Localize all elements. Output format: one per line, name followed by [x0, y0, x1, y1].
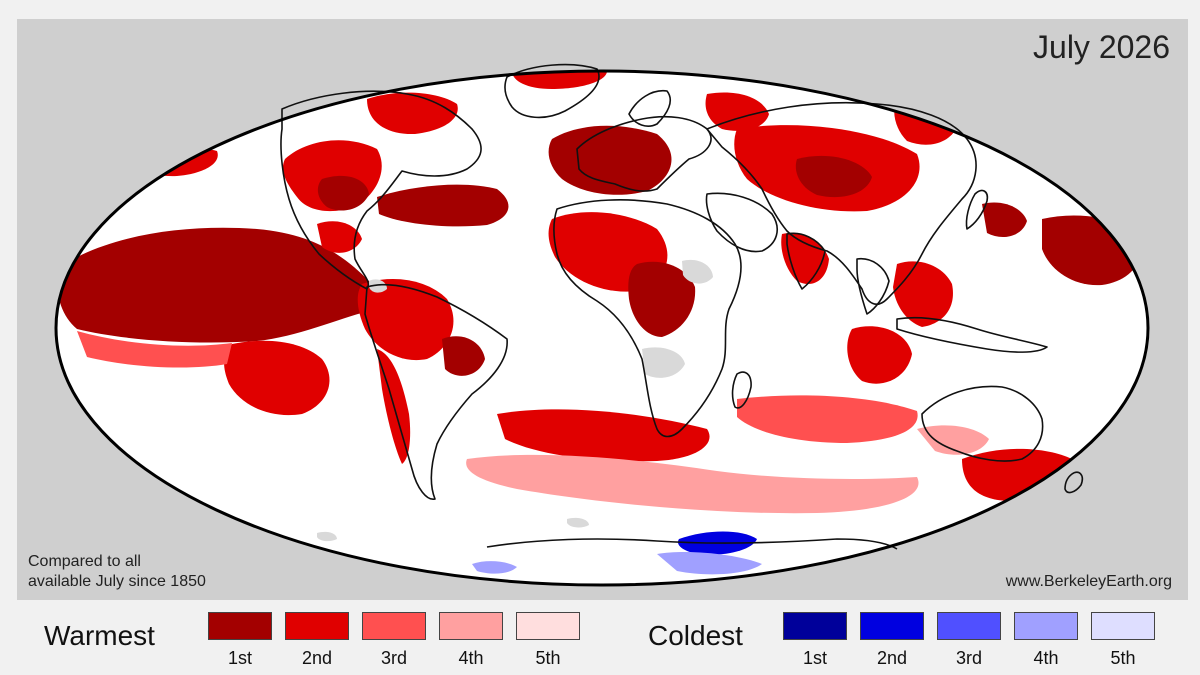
comparison-note-line-2: available July since 1850 [28, 573, 206, 590]
region-greenland [512, 71, 607, 89]
region-south-america [357, 279, 454, 361]
region-no-data-colombia [369, 279, 387, 293]
coast-scandinavia [628, 89, 672, 127]
region-north-atlantic [377, 184, 509, 227]
region-caribbean [317, 221, 362, 253]
coast-japan [965, 189, 989, 230]
legend-warm-swatch-5 [516, 612, 580, 640]
legend-cold-label-4: 4th [1033, 648, 1059, 668]
region-usa [317, 175, 369, 211]
legend-warm-swatch-3 [362, 612, 426, 640]
globe-outline [54, 69, 1150, 587]
coast-madagascar [731, 371, 752, 409]
legend-cold-swatch-5 [1091, 612, 1155, 640]
region-central-africa [628, 261, 696, 337]
legend-cold-label-1: 1st [802, 648, 827, 668]
legend-warm-label-5: 5th [535, 648, 561, 668]
region-no-data-africa [642, 347, 685, 378]
legend: Warmest 1st 2nd 3rd 4th 5th Coldest 1st … [0, 600, 1200, 675]
coast-europe [576, 115, 712, 192]
region-no-data-ethiopia [682, 259, 713, 284]
region-tropical-pacific [56, 227, 370, 343]
legend-warm-label-4: 4th [458, 648, 484, 668]
region-antarctic-cold-fringe [657, 552, 762, 575]
region-brazil [442, 336, 485, 376]
legend-warm-swatch-2 [285, 612, 349, 640]
coast-india [786, 232, 826, 290]
legend-warm-swatch-1 [208, 612, 272, 640]
legend-warm-swatch-4 [439, 612, 503, 640]
coast-south-america [364, 283, 508, 500]
world-map [54, 63, 1150, 587]
region-pacific-south [224, 340, 330, 416]
region-southern-ocean-patches [466, 454, 919, 514]
comparison-note-line-1: Compared to all [28, 553, 141, 570]
region-indian-ocean [847, 326, 912, 384]
legend-warm-label-1: 1st [227, 648, 252, 668]
coast-antarctica [486, 538, 898, 550]
region-southwest-cold [472, 561, 517, 574]
comparison-note: Compared to all available July since 185… [28, 552, 206, 592]
coastlines [280, 63, 1084, 550]
legend-cold-swatch-1 [783, 612, 847, 640]
legend-warmest-title: Warmest [44, 620, 155, 651]
region-siberia [705, 92, 769, 131]
region-europe [548, 125, 672, 195]
coast-arabia [705, 192, 778, 253]
legend-cold-swatch-2 [860, 612, 924, 640]
coast-indonesia [896, 316, 1048, 353]
coast-new-zealand [1064, 471, 1084, 494]
legend-warm-label-2: 2nd [301, 648, 333, 668]
legend-coldest-title: Coldest [648, 620, 743, 651]
source-website: www.BerkeleyEarth.org [1005, 573, 1172, 590]
coast-greenland [504, 63, 600, 119]
region-southern-indian-band [737, 395, 918, 443]
legend-cold-label-2: 2nd [876, 648, 908, 668]
region-pacific-fringe [77, 331, 232, 368]
coast-australia [921, 385, 1044, 462]
legend-warm-label-3: 3rd [380, 648, 407, 668]
coast-asia [706, 101, 977, 305]
region-mongolia [795, 155, 872, 198]
legend-cold-label-3: 3rd [955, 648, 982, 668]
region-se-asia [893, 261, 953, 327]
coast-indochina [856, 257, 890, 315]
coast-africa [553, 199, 742, 438]
legend-cold-swatch-3 [937, 612, 1001, 640]
legend-cold-label-5: 5th [1110, 648, 1136, 668]
coast-north-america [280, 90, 482, 290]
region-japan-sea [982, 202, 1027, 237]
legend-cold-swatch-4 [1014, 612, 1078, 640]
anomaly-rank-layer [56, 71, 1143, 575]
map-title: July 2026 [1033, 29, 1170, 65]
region-tasman [917, 425, 989, 455]
region-south-atlantic-band [497, 409, 710, 462]
map-panel: July 2026 Compared to all available July… [17, 19, 1188, 600]
